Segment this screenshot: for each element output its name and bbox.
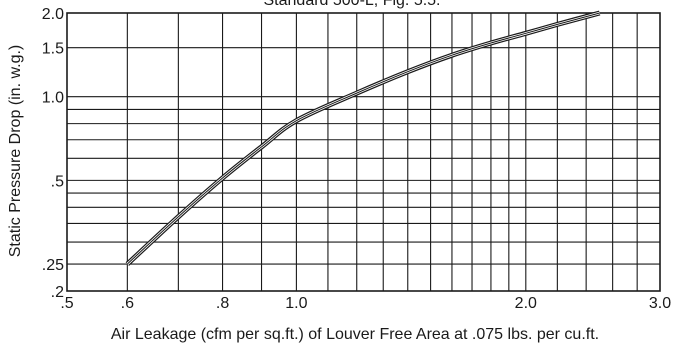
x-tick-label: .8 xyxy=(216,295,229,312)
x-tick-label: 3.0 xyxy=(649,295,671,312)
y-tick-label: .2 xyxy=(51,284,64,301)
chart-title: Standard 500-L, Fig. 5.5. xyxy=(264,0,441,9)
x-tick-label: .5 xyxy=(60,295,73,312)
y-tick-label: 2.0 xyxy=(42,6,64,23)
x-tick-labels: .5 .6 .8 1.0 2.0 3.0 xyxy=(60,295,671,312)
series-line-outline xyxy=(125,10,601,266)
y-tick-label: .25 xyxy=(42,257,64,274)
x-axis-title: Air Leakage (cfm per sq.ft.) of Louver F… xyxy=(111,326,599,343)
horizontal-gridlines xyxy=(67,47,660,265)
x-tick-label: 2.0 xyxy=(515,295,537,312)
x-tick-label: 1.0 xyxy=(285,295,307,312)
series-layer xyxy=(125,10,601,266)
y-tick-labels: .2 .25 .5 1.0 1.5 2.0 xyxy=(42,6,64,301)
plot-frame xyxy=(66,12,661,292)
x-tick-label: .6 xyxy=(121,295,134,312)
y-tick-label: 1.5 xyxy=(42,41,64,58)
series-line-gap xyxy=(126,11,600,266)
y-tick-label: 1.0 xyxy=(42,90,64,107)
series-line xyxy=(126,12,600,265)
vertical-gridlines xyxy=(126,13,638,291)
y-axis-title: Static Pressure Drop (in. w.g.) xyxy=(7,45,24,258)
y-tick-label: .5 xyxy=(51,173,64,190)
